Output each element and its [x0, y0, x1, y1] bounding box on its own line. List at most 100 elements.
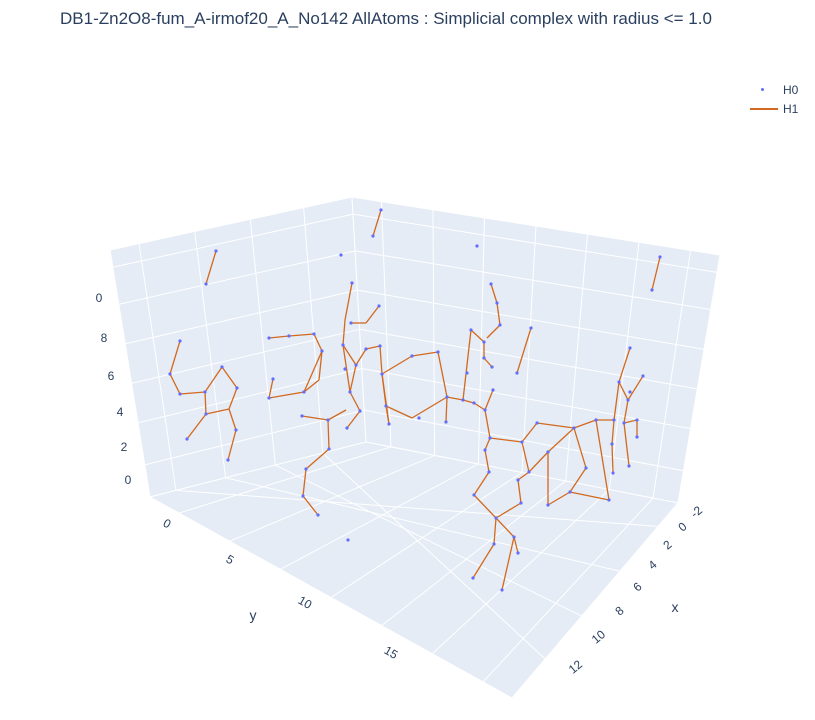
h1-edge: [318, 350, 323, 381]
h0-point: [607, 498, 611, 502]
y-grid-line: [275, 464, 582, 617]
h1-edge: [365, 305, 380, 324]
h1-edge: [611, 443, 614, 474]
h0-point: [203, 390, 207, 394]
h1-edge: [573, 419, 597, 429]
h0-point: [345, 426, 349, 430]
h0-point: [220, 365, 224, 369]
y-grid-line: [322, 452, 546, 660]
h0-point: [568, 490, 572, 494]
h0-point: [235, 386, 239, 390]
h0-point: [515, 371, 519, 375]
h1-edge: [268, 335, 290, 339]
h1-edge: [205, 250, 217, 285]
h1-edge: [355, 348, 367, 366]
legend: H0 H1: [748, 80, 798, 118]
h0-point: [495, 301, 499, 305]
h1-edge: [484, 437, 491, 451]
h0-point: [444, 420, 448, 424]
h1-edge: [346, 410, 361, 429]
x-tick-label: 10: [589, 627, 608, 647]
z-tick-label: 8: [101, 331, 108, 345]
h0-point: [611, 471, 615, 475]
x-tick-label: 4: [645, 557, 659, 572]
legend-item-h0[interactable]: H0: [748, 80, 798, 99]
y-grid-line: [303, 207, 324, 454]
z-tick-label: 6: [108, 369, 115, 383]
h1-edge: [595, 419, 610, 501]
h1-edge: [204, 366, 223, 393]
h0-point: [487, 470, 491, 474]
h0-point: [168, 372, 172, 376]
h0-point: [527, 470, 531, 474]
h1-edge: [204, 391, 207, 415]
h0-point: [178, 392, 182, 396]
x-tick-label: 0: [675, 519, 689, 534]
h1-edge: [303, 350, 323, 393]
h0-point: [628, 346, 632, 350]
h0-point: [204, 282, 208, 286]
h1-edge: [501, 536, 515, 591]
x-grid-line: [178, 446, 392, 514]
h1-edge: [611, 419, 615, 445]
legend-marker-icon: [748, 80, 778, 99]
grid-lines: [112, 201, 718, 683]
x-tick-label: 8: [612, 603, 626, 618]
h1-edge: [462, 399, 475, 404]
h0-point: [472, 401, 476, 405]
z-grid-line: [125, 289, 358, 345]
h0-point: [512, 535, 516, 539]
h0-point: [610, 442, 614, 446]
h1-edge: [547, 491, 571, 506]
x-tick-label: 6: [630, 579, 644, 594]
chart-title: DB1-Zn2O8-fum_A-irmof20_A_No142 AllAtoms…: [60, 9, 712, 28]
y-tick-label: 5: [224, 552, 237, 568]
h0-point: [380, 372, 384, 376]
h1-edge: [385, 405, 390, 425]
h0-point: [214, 249, 218, 253]
x-grid-line: [521, 225, 537, 473]
h0-point: [617, 380, 621, 384]
h0-point: [650, 288, 654, 292]
h0-point: [626, 398, 630, 402]
h0-point: [226, 458, 230, 462]
h1-edge: [186, 413, 207, 440]
h0-series: [168, 208, 662, 592]
h1-edge: [365, 345, 381, 350]
h0-point: [348, 390, 352, 394]
h1-edge: [301, 415, 329, 421]
h0-point: [350, 281, 354, 285]
h0-point: [465, 371, 469, 375]
h0-point: [469, 328, 473, 332]
h1-edge: [228, 387, 238, 410]
y-grid-line: [138, 243, 177, 491]
h1-edge: [618, 381, 629, 401]
h0-point: [387, 422, 391, 426]
y-grid-line: [175, 489, 659, 527]
x-grid-line: [482, 497, 654, 683]
legend-item-h1[interactable]: H1: [748, 99, 798, 118]
h0-point: [384, 404, 388, 408]
z-tick-label: 2: [121, 440, 128, 454]
h1-edge: [327, 409, 347, 421]
h1-edge: [302, 468, 307, 497]
h0-point: [482, 340, 486, 344]
h0-point: [341, 343, 345, 347]
h0-point: [378, 344, 382, 348]
h0-point: [271, 377, 275, 381]
x-grid-line: [652, 250, 692, 499]
h0-point: [483, 408, 487, 412]
h0-point: [379, 208, 383, 212]
h0-point: [482, 356, 486, 360]
h0-point: [519, 501, 523, 505]
h1-edge: [627, 375, 644, 401]
h0-point: [364, 347, 368, 351]
h0-point: [461, 398, 465, 402]
h1-edge: [437, 351, 448, 398]
h0-point: [594, 418, 598, 422]
h0-point: [287, 334, 291, 338]
x-tick-label: 12: [566, 657, 585, 677]
h0-point: [410, 354, 414, 358]
x-grid-line: [477, 217, 485, 464]
